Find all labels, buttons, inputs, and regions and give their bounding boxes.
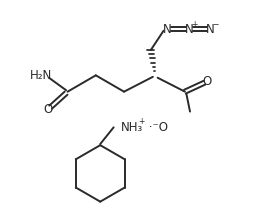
- Text: N: N: [206, 23, 215, 36]
- Text: +: +: [138, 117, 145, 127]
- Text: H₂N: H₂N: [30, 69, 52, 82]
- Text: +: +: [191, 20, 198, 29]
- Text: −: −: [212, 20, 218, 29]
- Text: ·⁻O: ·⁻O: [145, 121, 168, 134]
- Text: N: N: [185, 23, 194, 36]
- Text: O: O: [203, 75, 212, 88]
- Text: O: O: [44, 103, 53, 116]
- Text: N: N: [163, 23, 171, 36]
- Text: NH₃: NH₃: [121, 121, 143, 134]
